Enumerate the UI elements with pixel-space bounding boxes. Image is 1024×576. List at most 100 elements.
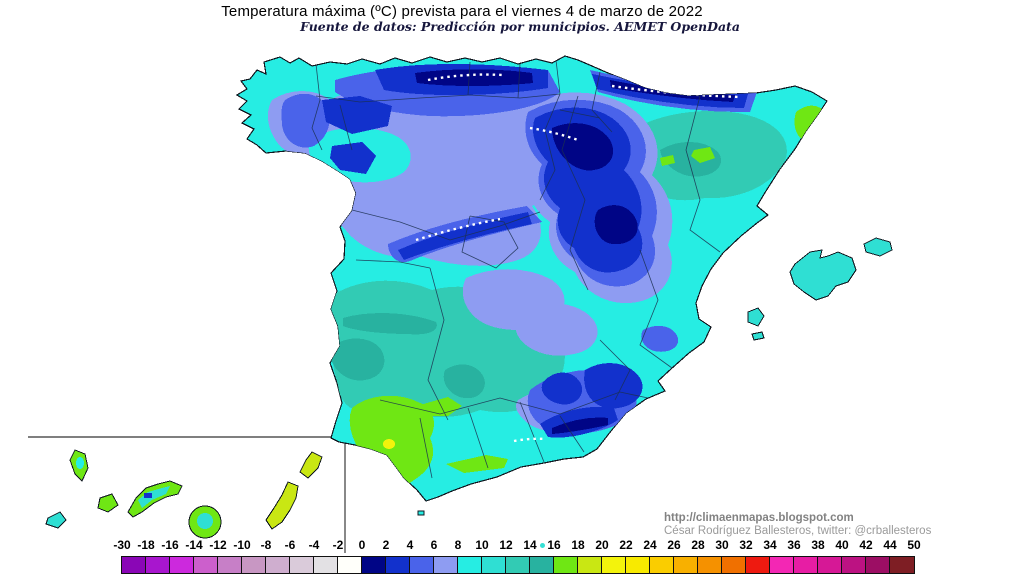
range-sanabria-2-4 [330, 142, 376, 174]
scale-tick-label: 36 [787, 538, 801, 552]
region-malaga-coast-16-18 [446, 455, 508, 473]
scale-tick-label: -18 [137, 538, 155, 552]
scale-segment [218, 557, 242, 573]
island-ibiza [747, 307, 765, 327]
scale-segment [650, 557, 674, 573]
la-palma-center [76, 457, 84, 469]
scale-segment [362, 557, 386, 573]
scale-segment [290, 557, 314, 573]
core-teruel-0-2 [594, 205, 638, 245]
scale-segment [602, 557, 626, 573]
scale-tick-label: 32 [739, 538, 753, 552]
region-cadiz-16-18 [369, 465, 399, 495]
scale-marker-dot [540, 543, 545, 548]
scale-segment [554, 557, 578, 573]
scale-tick-label: -2 [332, 538, 344, 552]
scale-segment [842, 557, 866, 573]
scale-segment [314, 557, 338, 573]
scale-segment [770, 557, 794, 573]
scale-tick-label: 34 [763, 538, 777, 552]
range-aitana-4-6 [641, 325, 679, 352]
region-girona-16-18 [794, 105, 827, 142]
scale-tick-label: 24 [643, 538, 657, 552]
scale-tick-label: 10 [475, 538, 489, 552]
scale-tick-label: 38 [811, 538, 825, 552]
scale-segment [818, 557, 842, 573]
scale-segment [458, 557, 482, 573]
scale-segment [482, 557, 506, 573]
tenerife-teide-peak [144, 493, 152, 498]
island-tenerife [127, 480, 183, 518]
scale-segment [434, 557, 458, 573]
island-lanzarote [299, 451, 323, 479]
tenerife-interior [138, 486, 170, 508]
scale-tick-label: 8 [454, 538, 462, 552]
scale-tick-label: 20 [595, 538, 609, 552]
scale-segment [578, 557, 602, 573]
scale-tick-label: 2 [382, 538, 390, 552]
range-cazorla-2-4 [541, 372, 583, 405]
scale-tick-label: 22 [619, 538, 633, 552]
gran-canaria-center [197, 513, 213, 529]
attribution-url: http://climaenmapas.blogspot.com [664, 512, 854, 524]
scale-segment [242, 557, 266, 573]
scale-segment [410, 557, 434, 573]
scale-tick-label: 6 [430, 538, 438, 552]
island-el-hierro [45, 511, 67, 529]
core-iberian-north-0-2 [552, 123, 614, 171]
scale-tick-label: 0 [358, 538, 366, 552]
scale-segment [674, 557, 698, 573]
scale-segment [122, 557, 146, 573]
region-zaragoza-16-18 [691, 147, 715, 163]
scale-tick-label: 16 [547, 538, 561, 552]
island-la-gomera [97, 493, 119, 513]
temperature-colorbar [121, 556, 915, 574]
scale-tick-label: 28 [691, 538, 705, 552]
scale-tick-label: 50 [907, 538, 921, 552]
scale-segment [866, 557, 890, 573]
scale-segment [506, 557, 530, 573]
scale-segment [698, 557, 722, 573]
scale-tick-label: 14 [523, 538, 537, 552]
scale-segment [338, 557, 362, 573]
scale-segment [386, 557, 410, 573]
canary-islands [45, 449, 323, 539]
scale-tick-label: 44 [883, 538, 897, 552]
scale-segment [794, 557, 818, 573]
scale-tick-label: -8 [260, 538, 272, 552]
scale-segment [146, 557, 170, 573]
scale-segment [170, 557, 194, 573]
scale-tick-label: 42 [859, 538, 873, 552]
island-mallorca [789, 249, 857, 301]
scale-segment [530, 557, 554, 573]
scale-tick-label: 18 [571, 538, 585, 552]
mainland-spain [235, 55, 828, 502]
ceuta-dot [417, 510, 425, 516]
scale-tick-label: -6 [284, 538, 296, 552]
scale-segment [746, 557, 770, 573]
spot-cordoba-14-16 [443, 364, 485, 399]
map-title: Temperatura máxima (ºC) prevista para el… [221, 3, 703, 20]
scale-tick-label: -30 [113, 538, 131, 552]
attribution-author: César Rodríguez Ballesteros, twitter: @c… [664, 525, 932, 537]
core-cantabrian-0-2 [415, 69, 533, 86]
region-lamancha-east-6-8 [515, 303, 598, 356]
scale-tick-label: 12 [499, 538, 513, 552]
scale-tick-label: -14 [185, 538, 203, 552]
spot-extremadura-band-14-16 [343, 313, 437, 335]
scale-tick-label: 4 [406, 538, 414, 552]
scale-segment [626, 557, 650, 573]
spot-seville-20-22 [383, 439, 395, 449]
scale-segment [722, 557, 746, 573]
balearic-islands [747, 237, 893, 341]
province-borders [311, 59, 721, 479]
scale-tick-label: 40 [835, 538, 849, 552]
scale-tick-label: -4 [308, 538, 320, 552]
island-menorca [863, 237, 893, 257]
scale-segment [194, 557, 218, 573]
snow-speckles [415, 73, 741, 443]
range-leon-2-4 [322, 96, 392, 134]
scale-tick-label: -10 [233, 538, 251, 552]
